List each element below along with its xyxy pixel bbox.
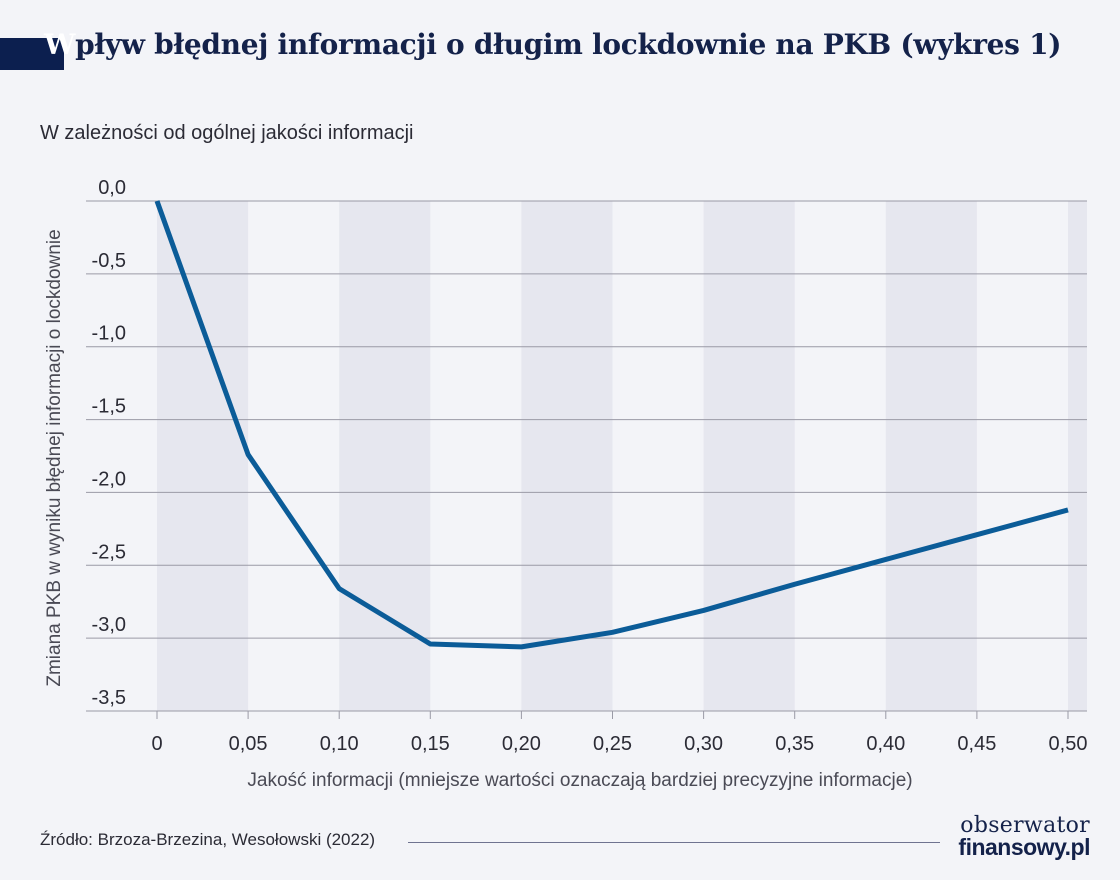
series-line (154, 200, 1069, 650)
title-accent-bar (0, 38, 64, 70)
title-text: pływ błędnej informacji o długim lockdow… (75, 28, 1062, 61)
y-tick-label: -3,5 (92, 687, 126, 709)
y-tick-label: 0,0 (98, 177, 126, 199)
x-tick-label: 0,20 (502, 733, 541, 755)
logo-line-2: finansowy.pl (958, 833, 1090, 860)
y-axis-label: Zmiana PKB w wyniku błędnej informacji o… (44, 229, 65, 686)
x-tick-label: 0,30 (684, 733, 723, 755)
x-tick-label: 0,50 (1049, 733, 1088, 755)
x-tick-label: 0,25 (593, 733, 632, 755)
chart-band (521, 201, 613, 711)
x-tick-label: 0,40 (866, 733, 905, 755)
chart-band (1068, 201, 1087, 711)
brand-logo: obserwator finansowy.pl (958, 813, 1090, 860)
chart-background-bands (157, 201, 1087, 711)
logo-line-1: obserwator (960, 813, 1090, 838)
chart-band (339, 201, 431, 711)
y-tick-label: -1,5 (92, 396, 126, 418)
y-tick-label: -2,5 (92, 541, 126, 563)
x-axis-ticks: 0 0,05 0,10 0,15 0,20 0,25 0,30 0,35 0,40 0,45 0,5… (151, 711, 1087, 755)
y-tick-label: -0,5 (92, 250, 126, 272)
chart-band (157, 201, 249, 711)
chart-band (703, 201, 795, 711)
x-tick-label: 0,45 (957, 733, 996, 755)
y-tick-label: -3,0 (92, 614, 126, 636)
x-tick-label: 0,15 (411, 733, 450, 755)
x-tick-label: 0 (151, 733, 162, 755)
y-axis-ticks: 0,0 -0,5 -1,0 -1,5 -2,0 -2,5 -3,0 -3,5 (92, 177, 126, 709)
source-divider (408, 842, 940, 843)
x-axis-label: Jakość informacji (mniejsze wartości ozn… (247, 770, 912, 791)
chart-title: Wpływ błędnej informacji o długim lockdo… (44, 28, 1062, 61)
x-tick-label: 0,05 (229, 733, 268, 755)
source-note: Źródło: Brzoza-Brzezina, Wesołowski (202… (40, 830, 376, 849)
x-tick-label: 0,35 (775, 733, 814, 755)
chart-band (885, 201, 977, 711)
y-tick-label: -1,0 (92, 323, 126, 345)
title-first-letter: W (44, 28, 76, 61)
chart-subtitle: W zależności od ogólnej jakości informac… (40, 122, 414, 144)
y-tick-label: -2,0 (92, 468, 126, 490)
x-tick-label: 0,10 (320, 733, 359, 755)
chart-series (154, 200, 1069, 650)
